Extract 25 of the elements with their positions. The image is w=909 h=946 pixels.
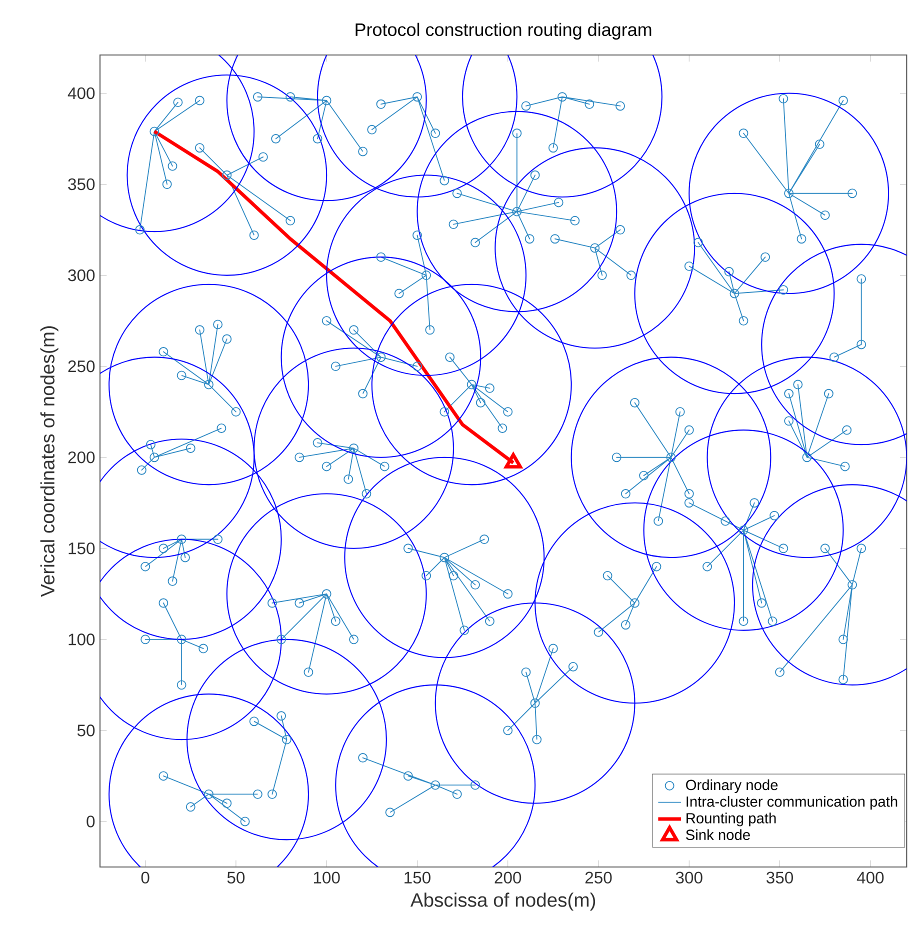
y-tick-label: 400	[68, 87, 95, 100]
chart-title: Protocol construction routing diagram	[356, 22, 652, 40]
x-axis-title: Abscissa of nodes(m)	[410, 892, 596, 911]
y-tick-label: 300	[68, 269, 95, 282]
x-tick-label: 100	[314, 872, 340, 884]
x-tick-label: 200	[494, 872, 522, 884]
y-tick-label: 50	[77, 724, 95, 736]
x-tick-label: 0	[141, 872, 150, 884]
x-tick-label: 50	[227, 872, 245, 884]
y-tick-label: 200	[68, 451, 95, 464]
legend-label: Intra-cluster communication path	[686, 796, 898, 810]
x-tick-label: 400	[856, 872, 884, 884]
x-tick-label: 300	[676, 872, 702, 884]
legend-label: Rounting path	[686, 812, 776, 826]
y-tick-label: 0	[86, 816, 95, 828]
x-tick-label: 350	[766, 872, 794, 884]
y-tick-label: 250	[68, 360, 95, 372]
y-tick-label: 150	[68, 542, 95, 554]
x-tick-label: 250	[585, 872, 612, 884]
legend-label: Ordinary node	[686, 779, 778, 794]
y-tick-label: 350	[68, 178, 95, 190]
y-tick-label: 100	[68, 634, 95, 646]
legend-label: Sink node	[686, 829, 750, 840]
x-tick-label: 150	[404, 872, 430, 884]
y-axis-title: Verical coordinates of nodes(m)	[40, 326, 58, 597]
